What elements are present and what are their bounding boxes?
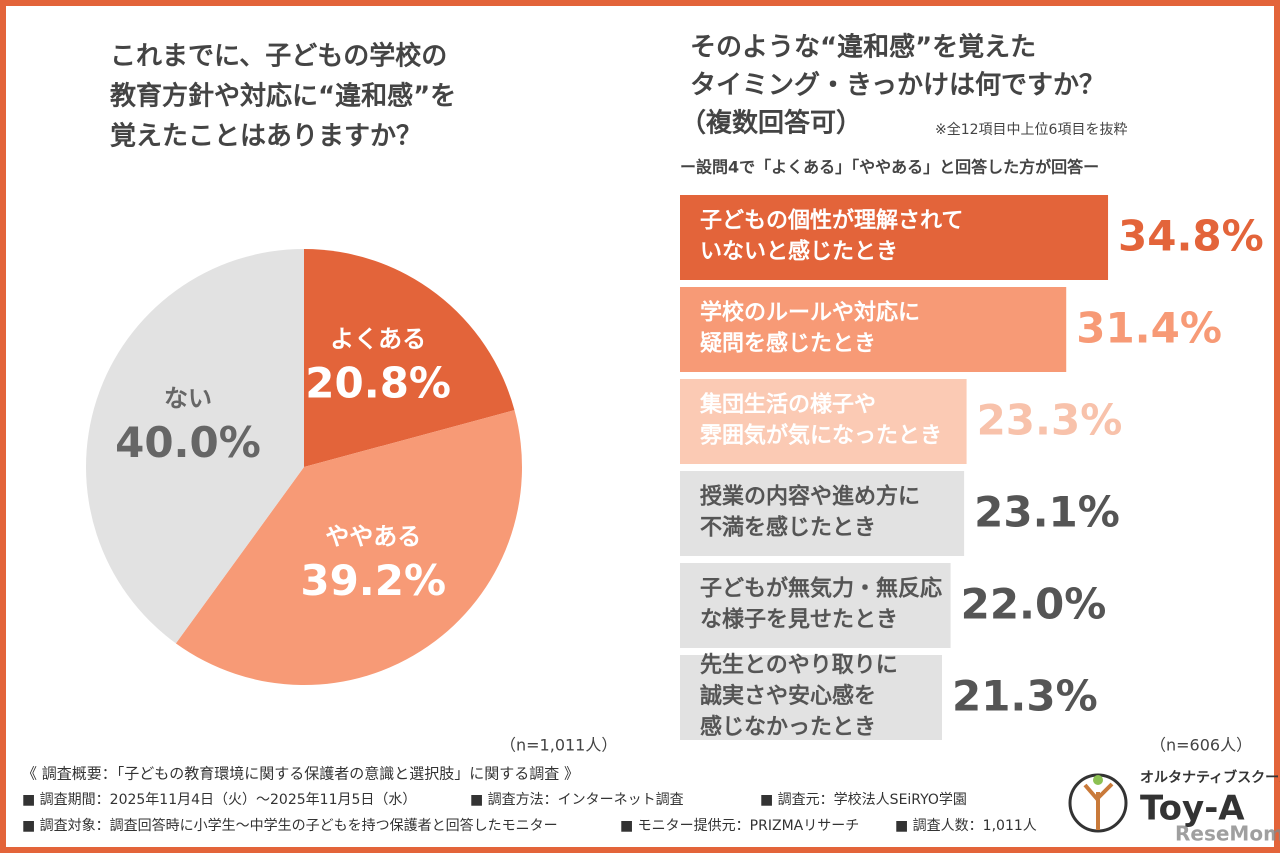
bar	[680, 471, 965, 556]
slice-value: 39.2%	[300, 556, 446, 605]
value-label: 31.4%	[1076, 304, 1222, 353]
value-label: 22.0%	[961, 580, 1107, 629]
slice-label: ややある	[325, 522, 421, 550]
value-label: 23.1%	[974, 488, 1120, 537]
subtitle: ー設問4で「よくある」「ややある」と回答した方が回答ー	[680, 158, 1099, 177]
slice-label: よくある	[330, 325, 426, 353]
chart-title: （複数回答可）	[680, 108, 862, 139]
survey-heading: 《 調査概要：「子どもの教育環境に関する保護者の意識と選択肢」に関する調査 》	[22, 765, 579, 783]
chart-title: 覚えたことはありますか？	[110, 122, 422, 152]
bar	[680, 655, 942, 740]
bar-label: 先生とのやり取りに	[700, 653, 898, 678]
value-label: 21.3%	[952, 672, 1098, 721]
logo	[1068, 773, 1128, 833]
survey-item: ■ 調査人数：1,011人	[895, 818, 1037, 834]
value-label: 23.3%	[977, 396, 1123, 445]
chart-title: これまでに、子どもの学校の	[110, 41, 447, 72]
bar-label: 感じなかったとき	[700, 714, 876, 740]
logo-leaf	[1093, 775, 1103, 785]
bar	[680, 563, 951, 648]
logo-name: Toy-A	[1140, 789, 1245, 829]
slice-label: ない	[164, 384, 212, 412]
bar-label: 疑問を感じたとき	[700, 331, 876, 357]
chart-title: タイミング・きっかけは何ですか？	[690, 71, 1105, 101]
survey-item: ■ 調査対象：調査回答時に小学生～中学生の子どもを持つ保護者と回答したモニター	[22, 817, 558, 834]
sample-size: （n=606人）	[1150, 736, 1252, 755]
bar-label: いないと感じたとき	[700, 239, 898, 265]
bar	[680, 287, 1067, 372]
chart-title: 教育方針や対応に“違和感”を	[110, 81, 456, 112]
sample-size: （n=1,011人）	[500, 736, 617, 755]
bar-label: な様子を見せたとき	[700, 607, 898, 633]
survey-item: ■ 調査元：学校法人SEiRYO学園	[760, 791, 967, 808]
pie-slice	[304, 249, 515, 467]
bar-label: 授業の内容や進め方に	[700, 484, 920, 510]
bar-label: 学校のルールや対応に	[700, 300, 920, 326]
survey-item: ■ 調査期間：2025年11月4日（火）～2025年11月5日（水）	[22, 792, 416, 808]
bar-label: 子どもが無気力・無反応	[700, 576, 942, 602]
pie-slice	[85, 249, 305, 644]
bar-label: 不満を感じたとき	[700, 515, 876, 541]
value-label: 34.8%	[1118, 212, 1264, 261]
survey-item: ■ モニター提供元：PRIZMAリサーチ	[620, 818, 859, 834]
survey-item: ■ 調査方法：インターネット調査	[470, 792, 684, 808]
bar-label: 集団生活の様子や	[699, 392, 876, 418]
logo-tree	[1083, 782, 1114, 830]
bar-label: 誠実さや安心感を	[700, 683, 876, 709]
bar	[680, 379, 967, 464]
annotation: ※全12項目中上位6項目を抜粋	[935, 121, 1127, 138]
bar-label: 子どもの個性が理解されて	[700, 208, 963, 234]
slice-value: 20.8%	[305, 359, 451, 408]
logo-tagline: オルタナティブスクール	[1140, 769, 1280, 786]
watermark: ReseMom	[1175, 822, 1280, 846]
chart-title: そのような“違和感”を覚えた	[690, 33, 1036, 63]
bar-label: 雰囲気が気になったとき	[700, 423, 942, 449]
pie-slice	[175, 410, 523, 685]
bar	[680, 195, 1109, 280]
slice-value: 40.0%	[115, 418, 261, 467]
